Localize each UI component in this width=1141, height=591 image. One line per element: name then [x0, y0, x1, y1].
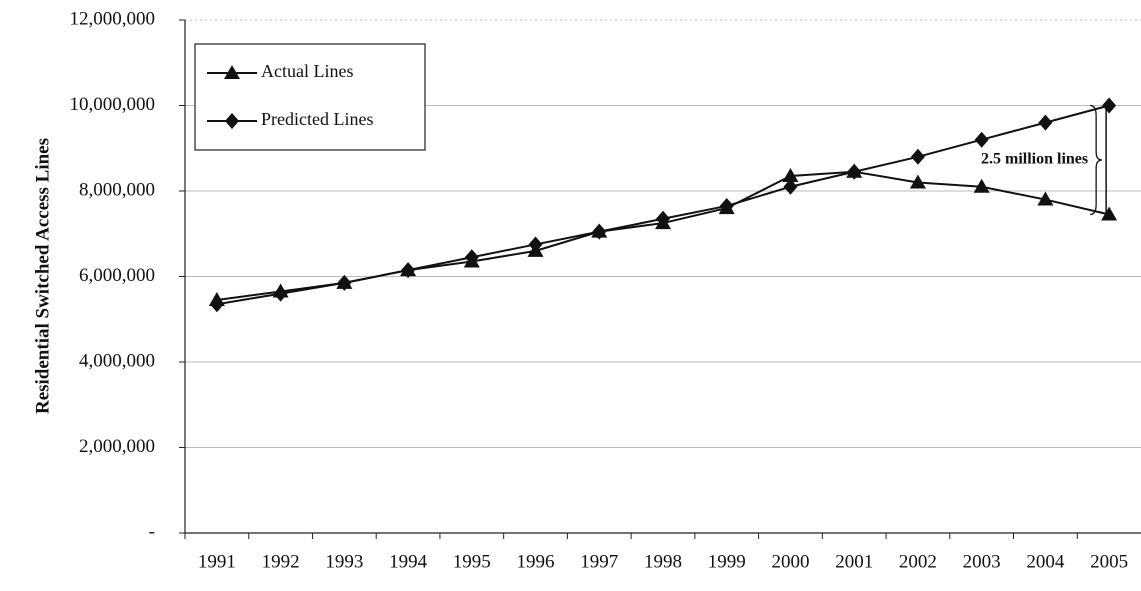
y-tick-label: 4,000,000: [79, 350, 155, 371]
x-tick-label: 1995: [453, 551, 491, 572]
x-tick-label: 2004: [1026, 551, 1065, 572]
x-tick-label: 2002: [899, 551, 937, 572]
data-point: [209, 296, 224, 313]
data-point: [1102, 97, 1117, 114]
x-tick-label: 1991: [198, 551, 236, 572]
data-point: [1101, 206, 1118, 221]
x-tick-label: 1996: [517, 551, 555, 572]
legend-marker: [224, 65, 240, 79]
x-tick-label: 2000: [771, 551, 809, 572]
y-tick-label: 10,000,000: [70, 94, 156, 115]
data-point: [1038, 114, 1053, 131]
x-tick-label: 1997: [580, 551, 618, 572]
x-tick-label: 1998: [644, 551, 682, 572]
x-tick-label: 1993: [325, 551, 363, 572]
legend-label: Predicted Lines: [261, 109, 373, 129]
data-point: [592, 223, 607, 240]
data-point: [909, 174, 926, 189]
data-point: [782, 168, 799, 183]
y-axis-title: Residential Switched Access Lines: [32, 138, 53, 414]
x-tick-label: 2005: [1090, 551, 1128, 572]
legend-box: [194, 43, 426, 151]
y-tick-label: 8,000,000: [79, 179, 155, 200]
y-tick-label: -: [149, 521, 155, 542]
x-tick-label: 1999: [708, 551, 746, 572]
annotation-brace: [1090, 104, 1103, 216]
data-point: [273, 285, 288, 302]
legend-marker: [225, 113, 239, 129]
data-point: [783, 178, 798, 195]
y-tick-label: 2,000,000: [79, 436, 155, 457]
data-point: [974, 131, 989, 148]
y-tick-label: 12,000,000: [70, 8, 156, 29]
x-tick-label: 2001: [835, 551, 873, 572]
data-point: [973, 178, 990, 193]
x-tick-label: 2003: [963, 551, 1001, 572]
legend-label: Actual Lines: [261, 61, 353, 81]
annotation: 2.5 million lines: [981, 151, 1088, 168]
data-point: [1037, 191, 1054, 206]
data-point: [401, 262, 416, 279]
data-point: [528, 236, 543, 253]
data-point: [337, 274, 352, 291]
x-tick-label: 1994: [389, 551, 428, 572]
data-point: [910, 148, 925, 165]
data-point: [464, 249, 479, 266]
y-tick-label: 6,000,000: [79, 265, 155, 286]
data-point: [656, 210, 670, 227]
x-tick-label: 1992: [262, 551, 300, 572]
data-point: [847, 163, 862, 180]
data-point: [719, 197, 734, 214]
